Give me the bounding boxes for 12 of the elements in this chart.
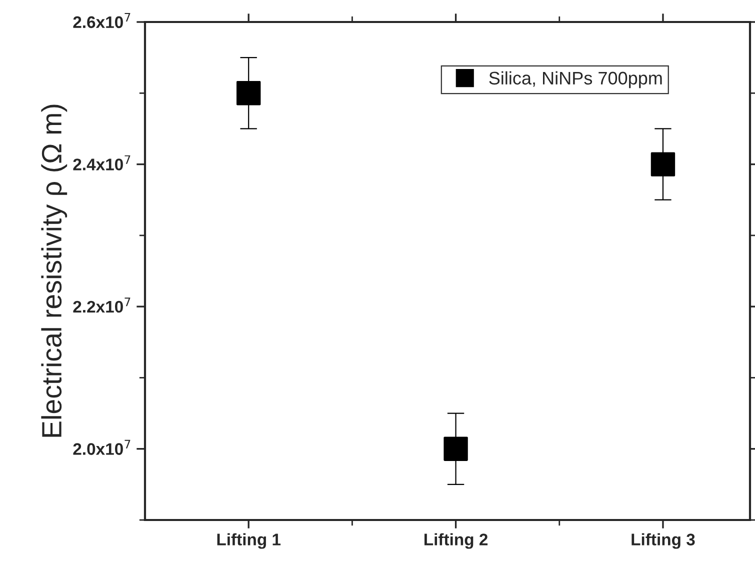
legend-label: Silica, NiNPs 700ppm bbox=[489, 71, 662, 88]
x-tick-label: Lifting 3 bbox=[632, 533, 695, 549]
point bbox=[444, 436, 468, 461]
y-tick-label: 2.4x10$^{7}$ bbox=[73, 155, 130, 170]
y-tick-label: 2.2x10$^{7}$ bbox=[73, 298, 130, 313]
y-tick-label: 2.0x10$^{7}$ bbox=[73, 440, 130, 455]
point bbox=[650, 152, 676, 176]
point bbox=[236, 81, 261, 106]
x-tick-label: Lifting 1 bbox=[217, 533, 281, 549]
x-tick-label: Lifting 2 bbox=[424, 533, 488, 549]
y-tick-label: 2.6x10$^{7}$ bbox=[73, 13, 130, 28]
y-axis-title: Electrical resistivity ρ (Ω m) bbox=[41, 104, 68, 437]
